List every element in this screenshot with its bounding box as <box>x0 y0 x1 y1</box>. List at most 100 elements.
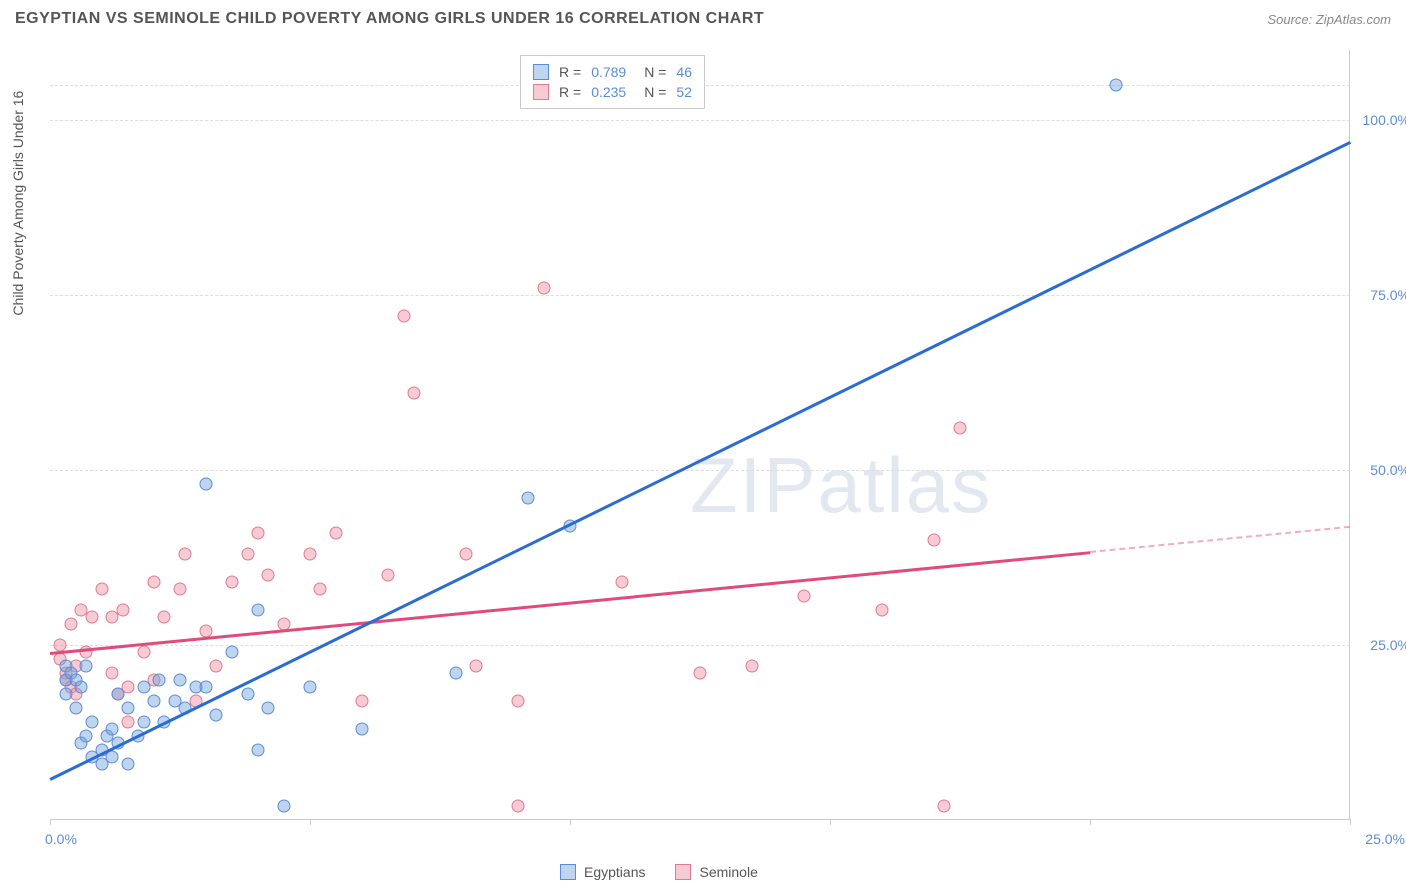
data-point-seminole <box>397 310 410 323</box>
data-point-egyptians <box>226 646 239 659</box>
data-point-egyptians <box>522 492 535 505</box>
data-point-seminole <box>106 667 119 680</box>
data-point-seminole <box>512 695 525 708</box>
legend-n-label: N = <box>644 84 666 100</box>
data-point-egyptians <box>356 723 369 736</box>
data-point-seminole <box>382 569 395 582</box>
legend-label-seminole: Seminole <box>699 864 757 880</box>
data-point-seminole <box>64 618 77 631</box>
data-point-seminole <box>928 534 941 547</box>
data-point-egyptians <box>304 681 317 694</box>
data-point-egyptians <box>122 702 135 715</box>
legend-n-label: N = <box>644 64 666 80</box>
data-point-egyptians <box>137 681 150 694</box>
data-point-seminole <box>179 548 192 561</box>
x-tick <box>1090 819 1091 825</box>
data-point-seminole <box>694 667 707 680</box>
data-point-egyptians <box>80 730 93 743</box>
y-tick-label: 100.0% <box>1363 112 1406 128</box>
data-point-seminole <box>954 422 967 435</box>
data-point-seminole <box>148 576 161 589</box>
data-point-egyptians <box>106 751 119 764</box>
watermark: ZIPatlas <box>690 440 992 531</box>
data-point-egyptians <box>137 716 150 729</box>
y-axis-title: Child Poverty Among Girls Under 16 <box>10 91 26 316</box>
data-point-seminole <box>538 282 551 295</box>
data-point-seminole <box>252 527 265 540</box>
x-tick <box>50 819 51 825</box>
legend-r-value-seminole: 0.235 <box>591 84 626 100</box>
data-point-egyptians <box>1110 79 1123 92</box>
data-point-seminole <box>158 611 171 624</box>
data-point-egyptians <box>106 723 119 736</box>
data-point-seminole <box>137 646 150 659</box>
data-point-egyptians <box>200 478 213 491</box>
gridline <box>50 645 1350 646</box>
trend-line <box>49 141 1350 780</box>
data-point-seminole <box>938 800 951 813</box>
trend-line <box>1090 526 1350 553</box>
legend-r-value-egyptians: 0.789 <box>591 64 626 80</box>
chart-title: EGYPTIAN VS SEMINOLE CHILD POVERTY AMONG… <box>15 10 764 28</box>
legend-item-egyptians: Egyptians <box>560 864 645 880</box>
legend-n-value-egyptians: 46 <box>676 64 692 80</box>
data-point-egyptians <box>85 716 98 729</box>
data-point-seminole <box>174 583 187 596</box>
chart-header: EGYPTIAN VS SEMINOLE CHILD POVERTY AMONG… <box>15 10 1391 28</box>
data-point-egyptians <box>262 702 275 715</box>
data-point-egyptians <box>75 681 88 694</box>
x-tick <box>570 819 571 825</box>
y-axis-line <box>1349 50 1350 819</box>
data-point-seminole <box>226 576 239 589</box>
data-point-seminole <box>241 548 254 561</box>
trend-line <box>50 551 1090 654</box>
data-point-egyptians <box>278 800 291 813</box>
data-point-seminole <box>876 604 889 617</box>
gridline <box>50 295 1350 296</box>
data-point-egyptians <box>241 688 254 701</box>
legend-label-egyptians: Egyptians <box>584 864 645 880</box>
data-point-egyptians <box>148 695 161 708</box>
legend-n-value-seminole: 52 <box>676 84 692 100</box>
data-point-egyptians <box>174 674 187 687</box>
data-point-seminole <box>616 576 629 589</box>
data-point-seminole <box>408 387 421 400</box>
y-tick-label: 75.0% <box>1370 287 1406 303</box>
legend-row-egyptians: R = 0.789 N = 46 <box>533 62 692 82</box>
data-point-egyptians <box>111 688 124 701</box>
data-point-seminole <box>470 660 483 673</box>
x-tick <box>310 819 311 825</box>
series-legend: Egyptians Seminole <box>560 864 758 880</box>
correlation-legend: R = 0.789 N = 46 R = 0.235 N = 52 <box>520 55 705 109</box>
data-point-seminole <box>512 800 525 813</box>
x-tick-label: 25.0% <box>1365 831 1405 847</box>
scatter-chart: ZIPatlas 25.0%50.0%75.0%100.0%0.0%25.0% <box>50 50 1350 820</box>
data-point-seminole <box>330 527 343 540</box>
y-tick-label: 50.0% <box>1370 462 1406 478</box>
data-point-seminole <box>798 590 811 603</box>
data-point-egyptians <box>59 688 72 701</box>
data-point-egyptians <box>210 709 223 722</box>
x-tick-label: 0.0% <box>45 831 77 847</box>
data-point-seminole <box>746 660 759 673</box>
data-point-egyptians <box>252 604 265 617</box>
data-point-seminole <box>304 548 317 561</box>
data-point-egyptians <box>122 758 135 771</box>
data-point-seminole <box>122 716 135 729</box>
y-tick-label: 25.0% <box>1370 637 1406 653</box>
data-point-egyptians <box>153 674 166 687</box>
data-point-egyptians <box>252 744 265 757</box>
data-point-seminole <box>262 569 275 582</box>
data-point-seminole <box>85 611 98 624</box>
data-point-egyptians <box>70 702 83 715</box>
data-point-seminole <box>96 583 109 596</box>
x-tick <box>1350 819 1351 825</box>
legend-r-label: R = <box>559 84 581 100</box>
data-point-seminole <box>210 660 223 673</box>
data-point-egyptians <box>449 667 462 680</box>
gridline <box>50 470 1350 471</box>
legend-swatch-egyptians <box>533 64 549 80</box>
legend-swatch-seminole <box>675 864 691 880</box>
data-point-seminole <box>460 548 473 561</box>
data-point-seminole <box>356 695 369 708</box>
